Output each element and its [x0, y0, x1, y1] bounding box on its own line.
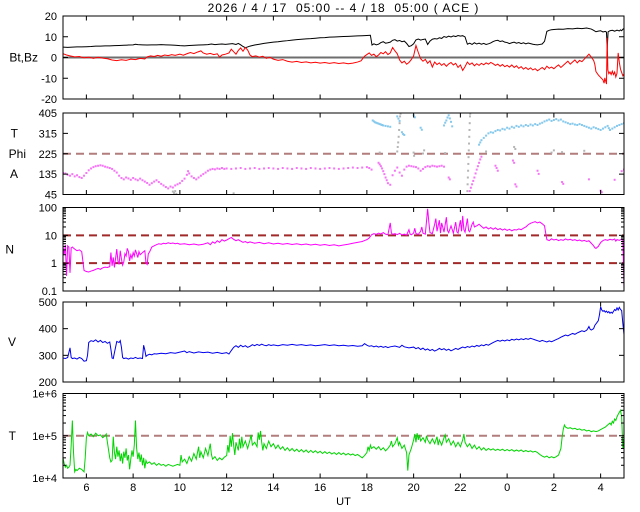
series-phi [63, 155, 624, 194]
panel-frame [62, 301, 625, 383]
y-tick-label: 20 [45, 11, 57, 23]
x-tick-label: 10 [174, 482, 186, 494]
series-n [63, 208, 624, 289]
x-tick-label: 18 [361, 482, 373, 494]
panel-unit-label-t: T [11, 126, 19, 140]
panel-unit-label-phi: Phi [9, 147, 26, 161]
series-a [171, 112, 586, 195]
panel-unit-label-v: V [8, 335, 16, 349]
series-bt [63, 27, 624, 49]
y-tick-label: 1e+5 [32, 431, 57, 443]
panel-unit-label-t: T [9, 429, 17, 443]
panel-bt-bz: 20 10 0 -10 -20 Bt,Bz [9, 11, 625, 106]
x-tick-label: 4 [598, 482, 604, 494]
x-tick-label: 8 [130, 482, 136, 494]
y-tick-label: 300 [39, 350, 57, 362]
series-t [371, 114, 624, 146]
y-tick-label: 0.1 [42, 286, 57, 298]
x-tick-label: 22 [454, 482, 466, 494]
tick-marks [63, 15, 624, 100]
x-axis-title: UT [336, 496, 351, 508]
x-tick-label: 14 [267, 482, 279, 494]
plot-title: 2026 / 4 / 17 05:00 -- 4 / 18 05:00 ( AC… [207, 1, 480, 15]
x-tick-label: 12 [221, 482, 233, 494]
tick-marks [63, 112, 624, 195]
panel-speed: 500 400 300 200 V [8, 297, 625, 389]
x-tick-label: 2 [551, 482, 557, 494]
panel-angles: 405 315 225 135 45 T Phi A [9, 108, 625, 202]
panel-unit-label-btbz: Bt,Bz [9, 51, 38, 65]
tick-marks [63, 301, 624, 383]
y-tick-label: 405 [39, 108, 57, 120]
y-tick-label: 135 [39, 169, 57, 181]
y-tick-label: 0 [51, 53, 57, 65]
panel-density: 100 10 1 0.1 N [5, 203, 625, 298]
y-tick-label: 10 [45, 230, 57, 242]
panel-frame [62, 207, 625, 292]
y-tick-label: -10 [41, 73, 57, 85]
x-tick-label: 6 [83, 482, 89, 494]
x-axis-labels: 6 8 10 12 14 16 18 20 22 0 2 4 UT [83, 482, 603, 508]
y-tick-label: 225 [39, 149, 57, 161]
panel-temperature: 1e+6 1e+5 1e+4 T [9, 389, 625, 485]
tick-marks [63, 393, 624, 479]
x-tick-label: 0 [504, 482, 510, 494]
series-t [63, 408, 624, 474]
x-tick-label: 16 [314, 482, 326, 494]
y-tick-label: 100 [39, 203, 57, 215]
x-tick-label: 20 [408, 482, 420, 494]
panel-unit-label-a: A [10, 167, 18, 181]
y-tick-label: 1 [51, 258, 57, 270]
series-v [63, 306, 624, 362]
panel-unit-label-n: N [5, 242, 14, 256]
y-tick-label: 315 [39, 128, 57, 140]
y-tick-label: 10 [45, 32, 57, 44]
y-tick-label: 45 [45, 190, 57, 202]
y-tick-label: 1e+4 [32, 473, 57, 485]
series-bz [63, 37, 624, 85]
y-tick-label: 1e+6 [32, 389, 57, 401]
y-tick-label: 400 [39, 324, 57, 336]
y-tick-label: -20 [41, 94, 57, 106]
tick-marks [63, 207, 624, 292]
y-tick-label: 500 [39, 297, 57, 309]
y-tick-label: 200 [39, 377, 57, 389]
